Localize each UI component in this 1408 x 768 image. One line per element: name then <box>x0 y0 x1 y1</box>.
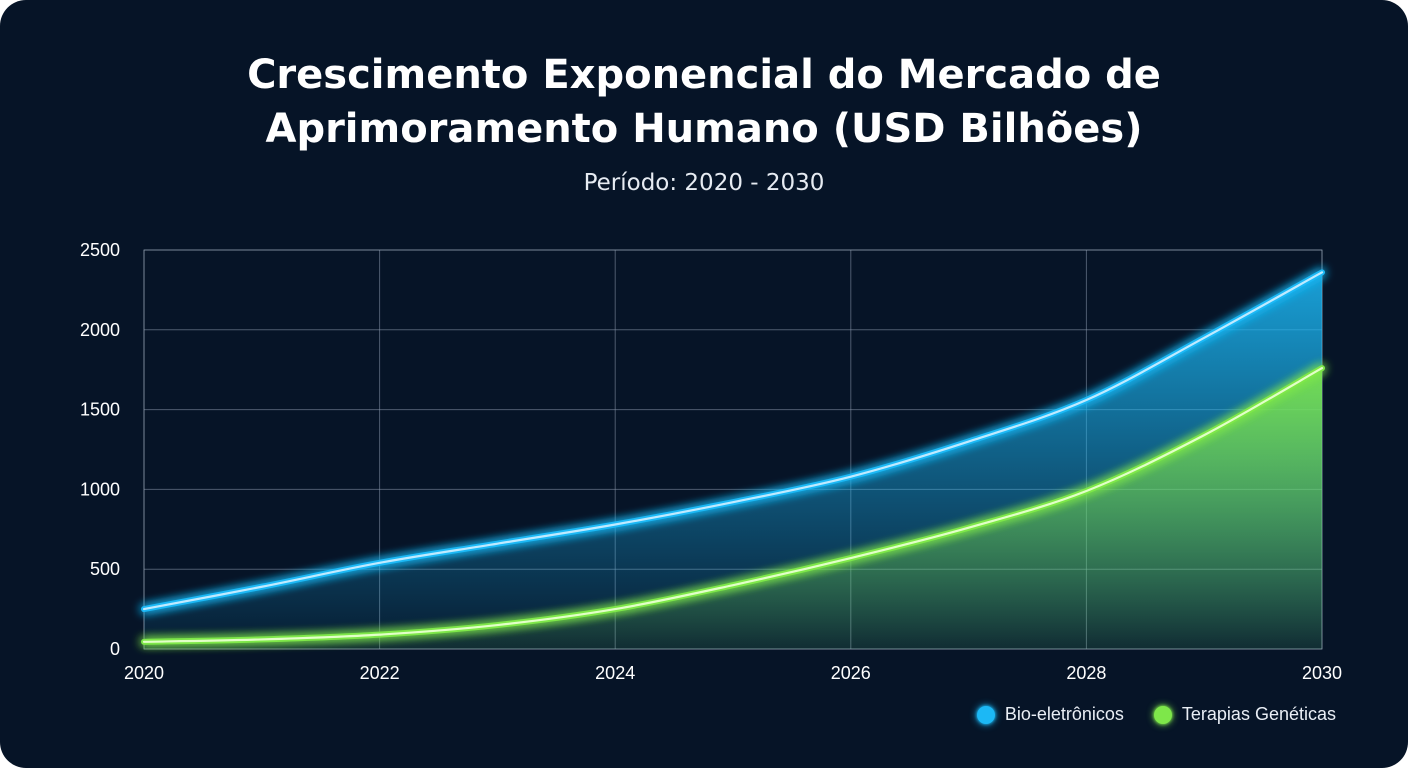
y-tick-label-2000: 2000 <box>80 320 120 340</box>
x-tick-label-2020: 2020 <box>124 663 164 683</box>
chart-title: Crescimento Exponencial do Mercado de Ap… <box>0 48 1408 156</box>
x-tick-label-2024: 2024 <box>595 663 635 683</box>
chart-subtitle: Período: 2020 - 2030 <box>583 170 825 196</box>
x-tick-label-2026: 2026 <box>831 663 871 683</box>
y-tick-label-500: 500 <box>90 559 120 579</box>
y-tick-label-1500: 1500 <box>80 400 120 420</box>
line-bio-eletronicos <box>142 271 1324 611</box>
line-terapias-geneticas <box>142 367 1324 643</box>
legend-item-bio-eletronicos: Bio-eletrônicos <box>976 704 1124 725</box>
chart-title-line-2: Aprimoramento Humano (USD Bilhões) <box>265 106 1143 152</box>
area-terapias-geneticas <box>144 368 1322 649</box>
x-tick-label-2030: 2030 <box>1302 663 1342 683</box>
x-tick-label-2022: 2022 <box>360 663 400 683</box>
y-tick-label-1000: 1000 <box>80 479 120 499</box>
y-tick-label-2500: 2500 <box>80 240 120 260</box>
legend-label-bio-eletronicos: Bio-eletrônicos <box>1004 704 1124 724</box>
legend-swatch-bio-eletronicos <box>976 705 995 724</box>
x-tick-label-2028: 2028 <box>1066 663 1106 683</box>
legend-item-terapias-geneticas: Terapias Genéticas <box>1153 704 1336 725</box>
legend: Bio-eletrônicos Terapias Genéticas <box>976 704 1336 725</box>
legend-label-terapias-geneticas: Terapias Genéticas <box>1181 704 1336 724</box>
chart-title-line-1: Crescimento Exponencial do Mercado de <box>247 52 1161 98</box>
y-tick-label-0: 0 <box>110 639 120 659</box>
legend-swatch-terapias-geneticas <box>1153 705 1172 724</box>
